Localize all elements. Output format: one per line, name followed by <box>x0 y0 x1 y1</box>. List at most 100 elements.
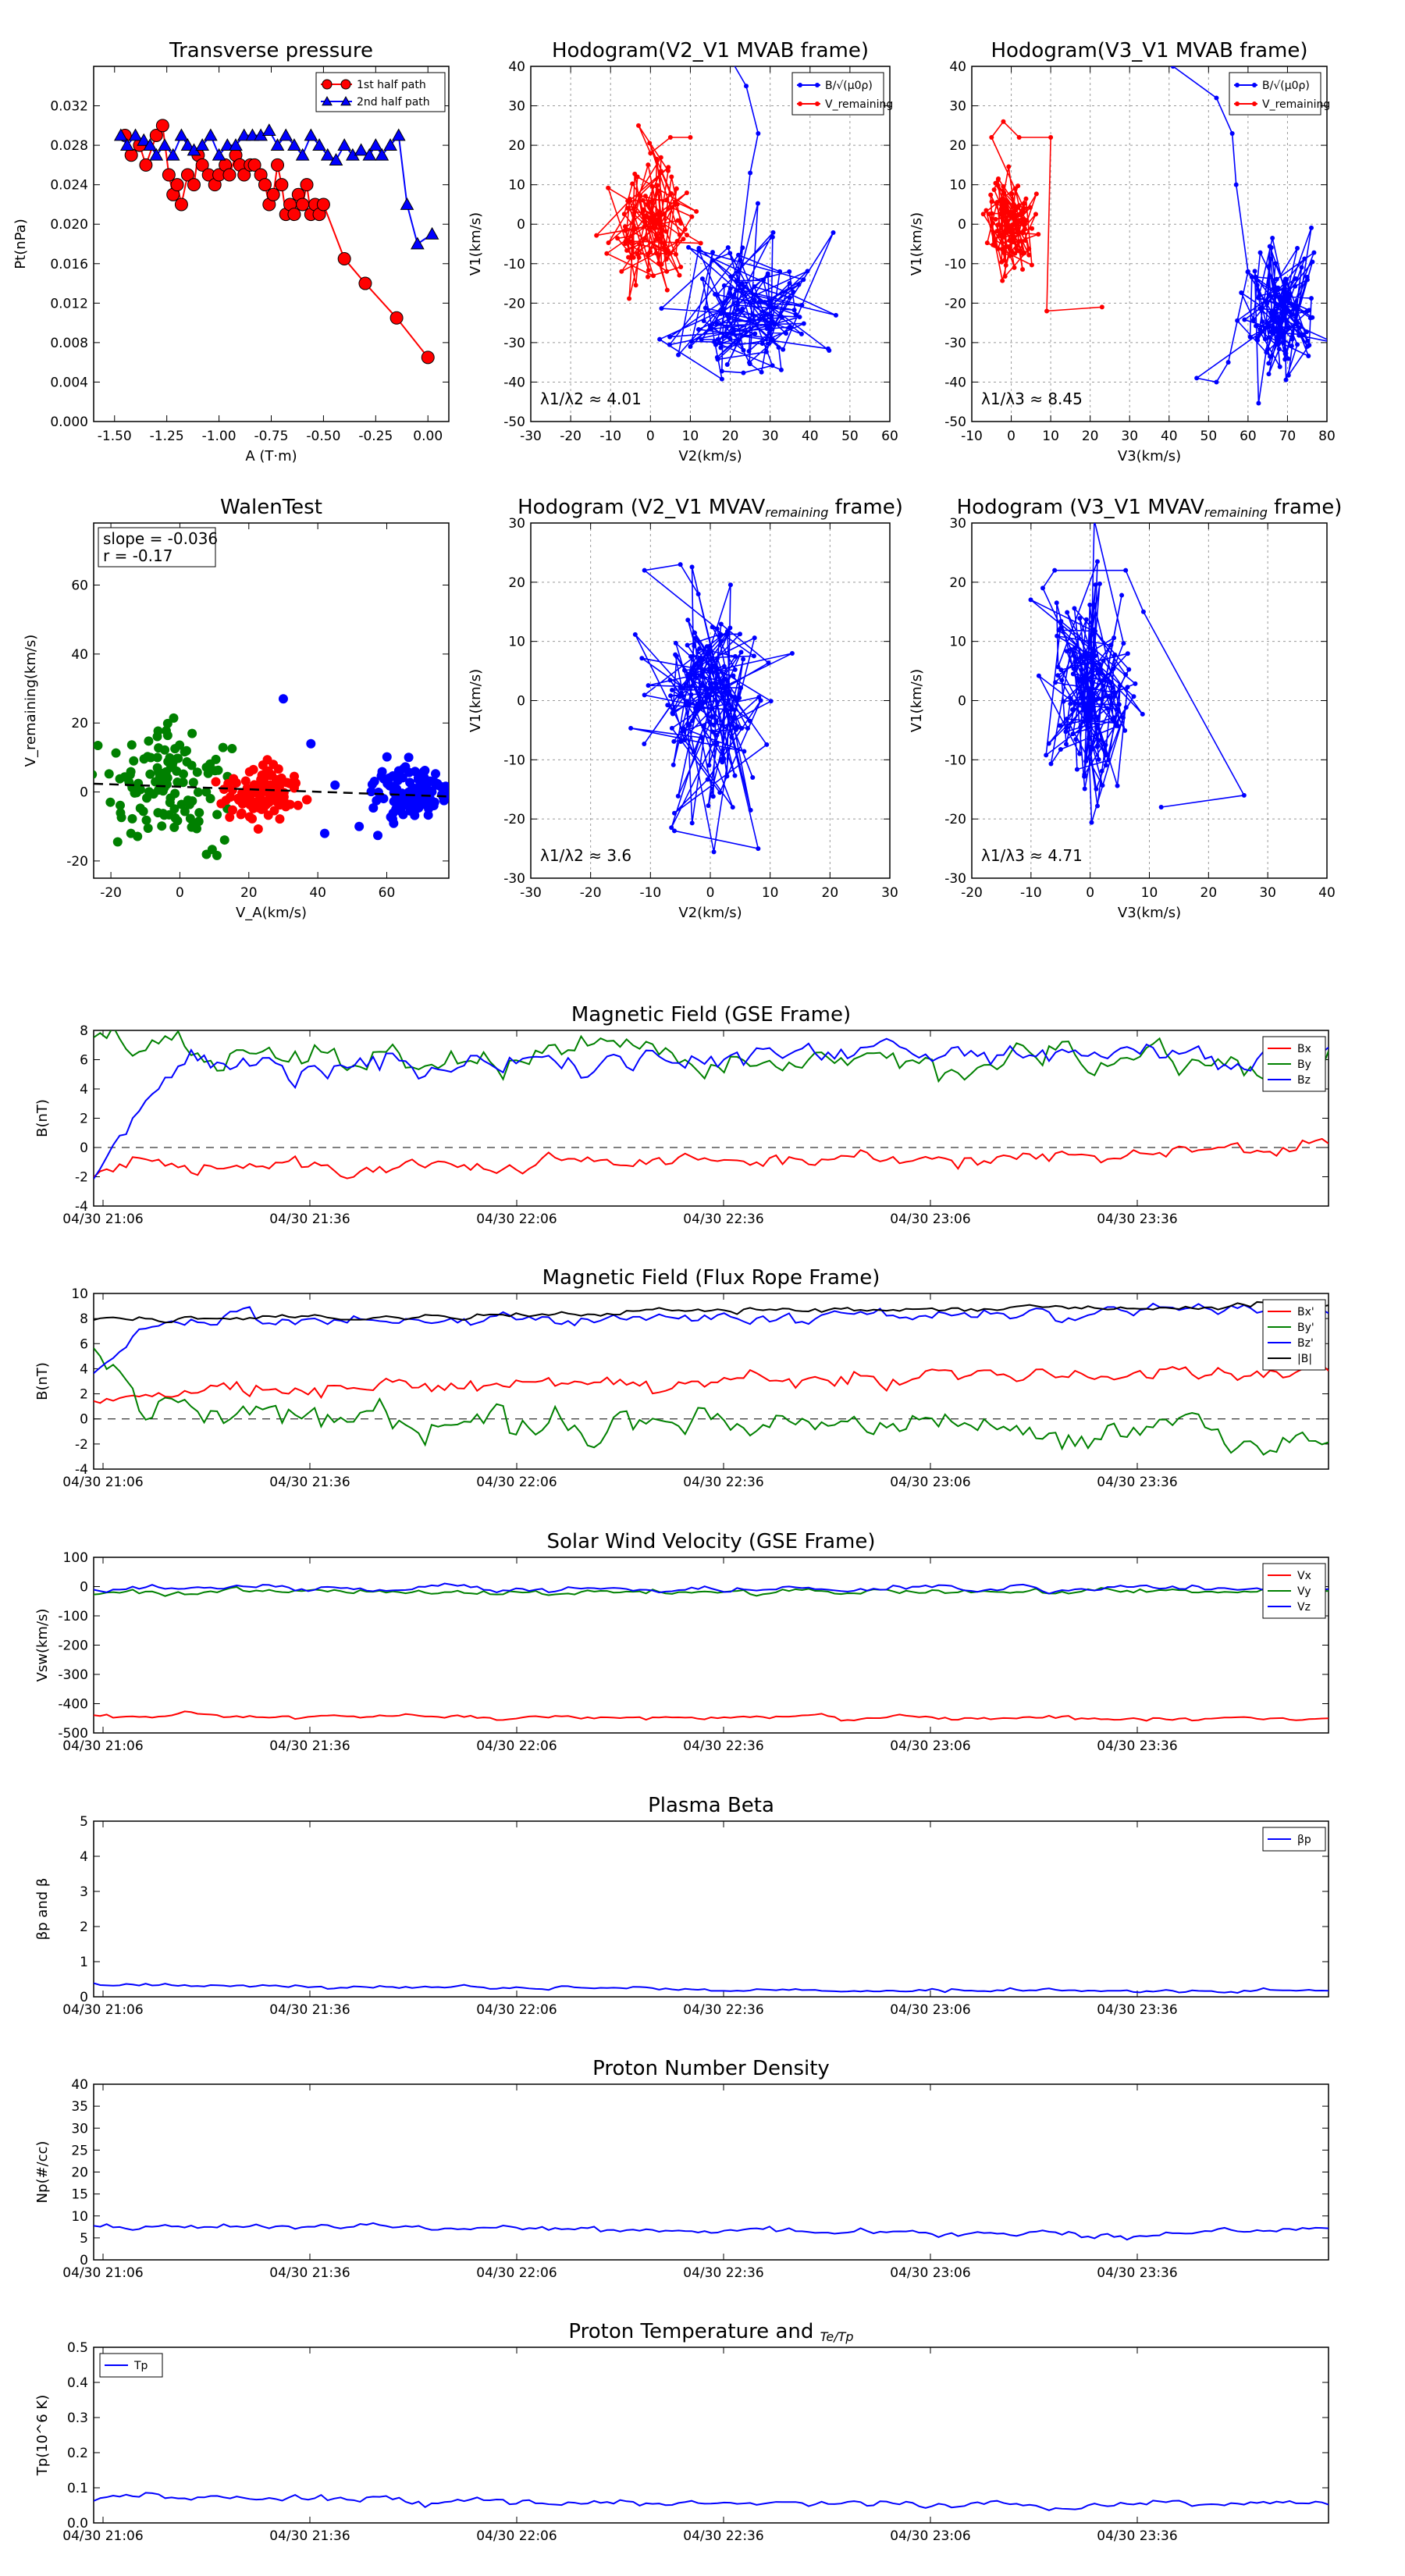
data-point <box>322 95 333 106</box>
data-point <box>777 269 783 274</box>
data-point <box>669 688 674 693</box>
data-point <box>1094 726 1100 731</box>
data-point <box>999 259 1005 265</box>
data-point <box>711 849 717 855</box>
plot-frame <box>971 66 1328 422</box>
data-point <box>367 779 377 789</box>
data-point <box>1266 361 1272 366</box>
x-tick-label: 04/30 21:36 <box>269 1212 350 1227</box>
data-point <box>1059 678 1065 683</box>
data-point <box>658 169 663 174</box>
data-point <box>714 626 720 632</box>
data-point <box>1264 347 1270 352</box>
data-point <box>697 646 702 651</box>
data-point <box>1277 364 1282 369</box>
x-tick-label: 0 <box>706 885 715 901</box>
data-point <box>1078 724 1083 730</box>
series-line <box>94 1364 1329 1404</box>
x-tick-label: 04/30 22:06 <box>476 2265 557 2281</box>
data-point <box>320 148 335 161</box>
data-point <box>754 322 759 327</box>
y-tick-label: -20 <box>66 854 88 870</box>
data-point <box>1271 286 1276 291</box>
data-point <box>752 331 758 336</box>
data-point <box>681 728 687 734</box>
data-point <box>1022 222 1027 227</box>
y-tick-label: 2 <box>80 1387 88 1403</box>
data-point <box>677 694 682 699</box>
legend-marker <box>1252 101 1257 106</box>
plot-title: Hodogram (V2_V1 MVAVremaining frame) <box>518 496 903 520</box>
data-point <box>675 793 681 799</box>
x-tick-label: 04/30 22:36 <box>683 1475 763 1490</box>
legend-box <box>791 72 884 116</box>
data-point <box>1086 710 1091 715</box>
x-tick-label: 04/30 23:36 <box>1097 1738 1177 1754</box>
data-point <box>1048 135 1054 140</box>
data-point <box>266 187 280 201</box>
data-point <box>1023 196 1029 201</box>
data-point <box>1289 343 1294 349</box>
y-tick-label: 30 <box>71 2121 88 2137</box>
data-layer <box>94 1030 1329 1179</box>
data-point <box>724 774 730 779</box>
x-tick-label: -1.50 <box>98 429 132 444</box>
x-tick-label: 04/30 21:06 <box>62 2002 143 2018</box>
y-tick-label: 8 <box>80 1311 88 1327</box>
data-point <box>642 568 647 573</box>
x-tick-label: 04/30 21:36 <box>269 2002 350 2018</box>
y-tick-label: 25 <box>71 2143 88 2158</box>
data-point <box>655 189 660 194</box>
data-point <box>139 158 153 172</box>
chart-transverse-pressure: Transverse pressure 0.000 0.004 0.008 0.012 0… <box>12 39 450 464</box>
data-point <box>690 718 695 724</box>
y-tick-label: 60 <box>71 578 88 594</box>
data-point <box>1283 377 1289 382</box>
data-point <box>604 251 610 256</box>
data-point <box>1082 772 1087 777</box>
data-point <box>1086 699 1091 705</box>
x-tick-label: 80 <box>1318 429 1336 444</box>
data-point <box>789 651 795 656</box>
stats-box-frame <box>98 527 216 568</box>
data-point <box>667 135 673 140</box>
chart-proton-temperature: Proton Temperature and Te/Tp 0.0 0.1 0.2 0.3… <box>34 2320 1329 2544</box>
data-point <box>687 723 692 728</box>
data-point <box>707 720 713 726</box>
data-point <box>1004 205 1009 211</box>
data-point <box>1055 673 1061 678</box>
data-point <box>755 201 760 206</box>
data-point <box>727 286 733 291</box>
data-point <box>1012 265 1017 270</box>
x-tick-label: -0.25 <box>358 429 393 444</box>
data-point <box>658 155 663 160</box>
data-point <box>1270 308 1275 314</box>
data-point <box>797 315 802 320</box>
legend-label: Bx' <box>1297 1306 1314 1318</box>
data-point <box>764 311 770 317</box>
data-point <box>642 224 647 229</box>
data-point <box>1256 400 1261 406</box>
data-point <box>304 128 318 141</box>
y-tick-label: -10 <box>944 753 966 768</box>
data-point <box>677 232 682 237</box>
data-point <box>669 174 674 180</box>
y-tick-label: -200 <box>58 1638 88 1654</box>
data-point <box>1289 336 1295 342</box>
data-point <box>1082 786 1087 792</box>
x-tick-label: 04/30 23:06 <box>890 1212 970 1227</box>
x-tick-label: 04/30 23:36 <box>1097 1212 1177 1227</box>
x-tick-label: 04/30 22:06 <box>476 1475 557 1490</box>
data-point <box>678 738 684 744</box>
data-point <box>1104 706 1110 711</box>
y-tick-label: -400 <box>58 1697 88 1713</box>
data-point <box>1121 641 1126 646</box>
data-point <box>688 339 694 344</box>
data-point <box>1072 653 1077 659</box>
x-tick-label: 10 <box>762 885 779 901</box>
data-point <box>676 352 681 358</box>
data-point <box>987 212 992 217</box>
data-point <box>1115 724 1121 729</box>
data-point <box>998 206 1004 212</box>
data-point <box>1055 633 1060 639</box>
